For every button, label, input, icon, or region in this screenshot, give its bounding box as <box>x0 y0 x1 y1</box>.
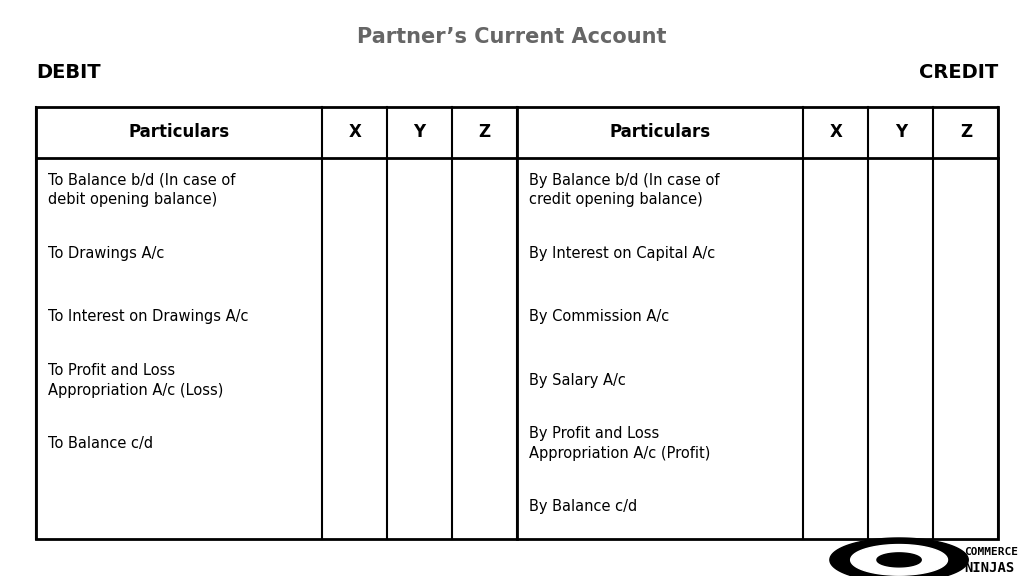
Text: DEBIT: DEBIT <box>36 63 100 81</box>
Polygon shape <box>877 553 922 567</box>
Text: To Drawings A/c: To Drawings A/c <box>48 246 165 261</box>
Text: By Balance c/d: By Balance c/d <box>529 499 638 514</box>
Polygon shape <box>829 538 969 576</box>
Polygon shape <box>851 544 947 575</box>
Text: By Balance b/d (In case of
credit opening balance): By Balance b/d (In case of credit openin… <box>529 173 720 207</box>
Text: Z: Z <box>959 123 972 142</box>
Text: To Profit and Loss
Appropriation A/c (Loss): To Profit and Loss Appropriation A/c (Lo… <box>48 363 223 397</box>
Text: To Interest on Drawings A/c: To Interest on Drawings A/c <box>48 309 249 324</box>
Text: Particulars: Particulars <box>128 123 229 142</box>
Text: X: X <box>829 123 843 142</box>
Text: By Commission A/c: By Commission A/c <box>529 309 670 324</box>
Text: Partner’s Current Account: Partner’s Current Account <box>357 28 667 47</box>
Text: Z: Z <box>478 123 490 142</box>
Text: COMMERCE: COMMERCE <box>965 547 1019 557</box>
Text: NINJAS: NINJAS <box>965 560 1015 574</box>
Bar <box>36 107 998 539</box>
Text: To Balance c/d: To Balance c/d <box>48 436 154 451</box>
Text: Particulars: Particulars <box>609 123 711 142</box>
Text: X: X <box>348 123 361 142</box>
Text: CREDIT: CREDIT <box>920 63 998 81</box>
Text: By Interest on Capital A/c: By Interest on Capital A/c <box>529 246 716 261</box>
Text: Y: Y <box>895 123 907 142</box>
Text: To Balance b/d (In case of
debit opening balance): To Balance b/d (In case of debit opening… <box>48 173 236 207</box>
Text: Y: Y <box>414 123 426 142</box>
Text: By Profit and Loss
Appropriation A/c (Profit): By Profit and Loss Appropriation A/c (Pr… <box>529 426 711 461</box>
Text: By Salary A/c: By Salary A/c <box>529 373 627 388</box>
